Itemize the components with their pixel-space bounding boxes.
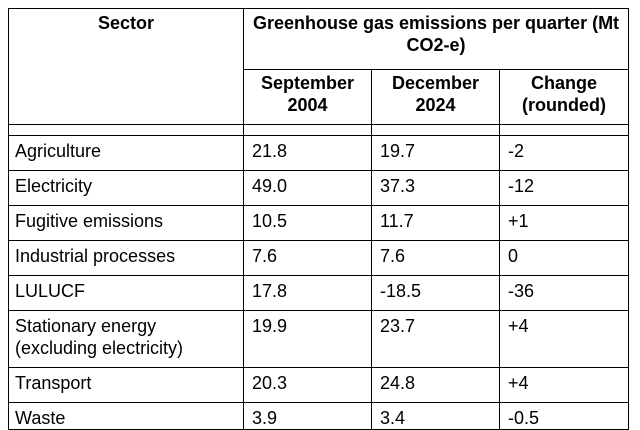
spacer-cell xyxy=(243,124,372,136)
value-change: +4 xyxy=(498,367,630,403)
header-december-2024: December 2024 xyxy=(371,69,500,125)
value-sep-2004: 7.6 xyxy=(243,240,372,276)
value-change: -2 xyxy=(498,135,630,171)
value-change: +4 xyxy=(498,310,630,368)
sector-name: Industrial processes xyxy=(8,240,244,276)
spacer-cell xyxy=(371,124,500,136)
sector-name: Agriculture xyxy=(8,135,244,171)
table-row: Fugitive emissions 10.5 11.7 +1 xyxy=(8,205,630,241)
value-dec-2024: 11.7 xyxy=(371,205,500,241)
value-dec-2024: 3.4 xyxy=(371,402,500,430)
value-sep-2004: 49.0 xyxy=(243,170,372,206)
table-row: LULUCF 17.8 -18.5 -36 xyxy=(8,275,630,311)
header-change: Change (rounded) xyxy=(498,69,630,125)
table-row: Agriculture 21.8 19.7 -2 xyxy=(8,135,630,171)
value-change: -36 xyxy=(498,275,630,311)
value-sep-2004: 3.9 xyxy=(243,402,372,430)
value-sep-2004: 20.3 xyxy=(243,367,372,403)
table-row: Electricity 49.0 37.3 -12 xyxy=(8,170,630,206)
header-group-emissions: Greenhouse gas emissions per quarter (Mt… xyxy=(242,8,630,70)
value-dec-2024: 7.6 xyxy=(371,240,500,276)
table-row: Transport 20.3 24.8 +4 xyxy=(8,367,630,403)
value-dec-2024: 23.7 xyxy=(371,310,500,368)
document-page: Sector Greenhouse gas emissions per quar… xyxy=(8,8,630,430)
value-change: +1 xyxy=(498,205,630,241)
table-row: Stationary energy (excluding electricity… xyxy=(8,310,630,368)
value-change: 0 xyxy=(498,240,630,276)
header-row-top: Sector Greenhouse gas emissions per quar… xyxy=(8,8,630,125)
spacer-cell xyxy=(8,124,244,136)
spacer-cell xyxy=(498,124,630,136)
spacer-row xyxy=(8,124,630,136)
header-september-2004: September 2004 xyxy=(243,69,372,125)
table-row: Industrial processes 7.6 7.6 0 xyxy=(8,240,630,276)
value-sep-2004: 17.8 xyxy=(243,275,372,311)
sector-name: Stationary energy (excluding electricity… xyxy=(8,310,244,368)
value-change: -0.5 xyxy=(498,402,630,430)
value-dec-2024: 24.8 xyxy=(371,367,500,403)
value-dec-2024: 19.7 xyxy=(371,135,500,171)
value-sep-2004: 21.8 xyxy=(243,135,372,171)
header-row-columns: September 2004 December 2024 Change (rou… xyxy=(9,69,630,125)
value-change: -12 xyxy=(498,170,630,206)
value-dec-2024: -18.5 xyxy=(371,275,500,311)
sector-name: Waste xyxy=(8,402,244,430)
sector-name: Electricity xyxy=(8,170,244,206)
value-dec-2024: 37.3 xyxy=(371,170,500,206)
sector-name: Transport xyxy=(8,367,244,403)
value-sep-2004: 10.5 xyxy=(243,205,372,241)
sector-name: Fugitive emissions xyxy=(8,205,244,241)
table-header: Sector Greenhouse gas emissions per quar… xyxy=(8,8,630,125)
header-sector: Sector xyxy=(8,8,244,125)
value-sep-2004: 19.9 xyxy=(243,310,372,368)
emissions-table: Sector Greenhouse gas emissions per quar… xyxy=(8,8,630,430)
table-body: Agriculture 21.8 19.7 -2 Electricity 49.… xyxy=(8,124,630,430)
sector-name: LULUCF xyxy=(8,275,244,311)
table-row: Waste 3.9 3.4 -0.5 xyxy=(8,402,630,430)
